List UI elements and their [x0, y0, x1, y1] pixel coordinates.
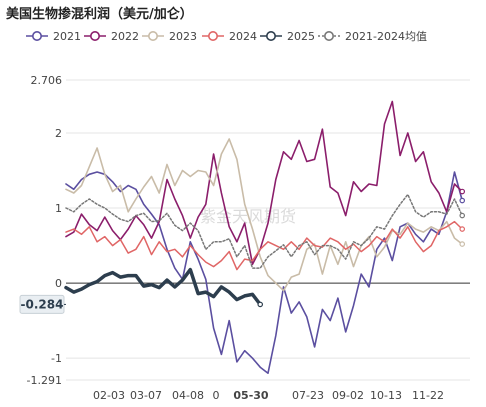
- series-end-point: [459, 241, 466, 247]
- legend-item-2023: 2023: [142, 30, 197, 43]
- y-tick-label: 0: [55, 277, 62, 290]
- y-tick-label: -1.291: [27, 374, 62, 387]
- chart-title: 美国生物掺混利润（美元/加仑）: [6, 7, 193, 22]
- y-tick-label: 2: [55, 127, 62, 140]
- series-end-point: [459, 188, 466, 195]
- legend-item-2024: 2024: [202, 30, 257, 43]
- series-2021: [65, 171, 466, 375]
- x-axis: 02-03 03-07 04-08 0 05-30 07-23 09-02 10-13 11-2…: [93, 389, 444, 402]
- y-axis: 2.706 2 1 0 -1 -1.291: [27, 74, 62, 387]
- series-line: [65, 220, 463, 271]
- marker-value: -0.284: [21, 297, 64, 311]
- chart-legend: 2021 2022 2023 2024 2025 2021-2024均值: [26, 30, 427, 43]
- series-end-point: [459, 212, 466, 219]
- legend-marker: [323, 30, 334, 41]
- legend-item-2025: 2025: [260, 30, 315, 43]
- legend-marker: [148, 30, 159, 41]
- x-tick-label: 05-30: [233, 389, 269, 402]
- series-end-point: [257, 301, 264, 308]
- legend-label: 2021: [53, 30, 81, 43]
- y-tick-label: 2.706: [31, 74, 63, 87]
- x-tick-label: 10-13: [370, 389, 402, 402]
- x-tick-label: 07-23: [292, 389, 324, 402]
- x-tick-label: 03-07: [130, 389, 162, 402]
- series-lines: [64, 100, 466, 375]
- series-2024: [65, 220, 466, 271]
- x-tick-label: 02-03: [93, 389, 125, 402]
- series-2025: [64, 267, 264, 308]
- legend-marker: [265, 30, 276, 41]
- series-line: [65, 193, 463, 269]
- legend-marker: [208, 30, 219, 41]
- series-end-point: [459, 226, 466, 232]
- x-tick-label: 11-22: [412, 389, 444, 402]
- legend-item-2021-2024均值: 2021-2024均值: [318, 30, 427, 43]
- legend-marker: [31, 30, 42, 41]
- x-tick-label: 0: [213, 389, 220, 402]
- y-tick-label: -1: [51, 352, 62, 365]
- series-line: [65, 171, 464, 375]
- legend-label: 2024: [229, 30, 257, 43]
- x-tick-label: 09-02: [332, 389, 364, 402]
- grid-lines: [66, 79, 470, 381]
- legend-item-2021: 2021: [26, 30, 81, 43]
- series-end-point: [459, 197, 466, 204]
- series-2023: [65, 138, 466, 292]
- legend-label: 2023: [169, 30, 197, 43]
- marker-label: -0.284: [19, 294, 66, 314]
- series-line: [64, 267, 262, 307]
- series-2022: [65, 100, 466, 266]
- legend-item-2022: 2022: [84, 30, 139, 43]
- legend-label: 2025: [287, 30, 315, 43]
- x-tick-label: 04-08: [172, 389, 204, 402]
- y-tick-label: 1: [55, 202, 62, 215]
- series-line: [65, 138, 464, 292]
- series-line: [65, 100, 464, 266]
- legend-label: 2021-2024均值: [345, 30, 427, 43]
- legend-marker: [90, 30, 101, 41]
- legend-label: 2022: [111, 30, 139, 43]
- series-2021-2024均值: [65, 193, 466, 269]
